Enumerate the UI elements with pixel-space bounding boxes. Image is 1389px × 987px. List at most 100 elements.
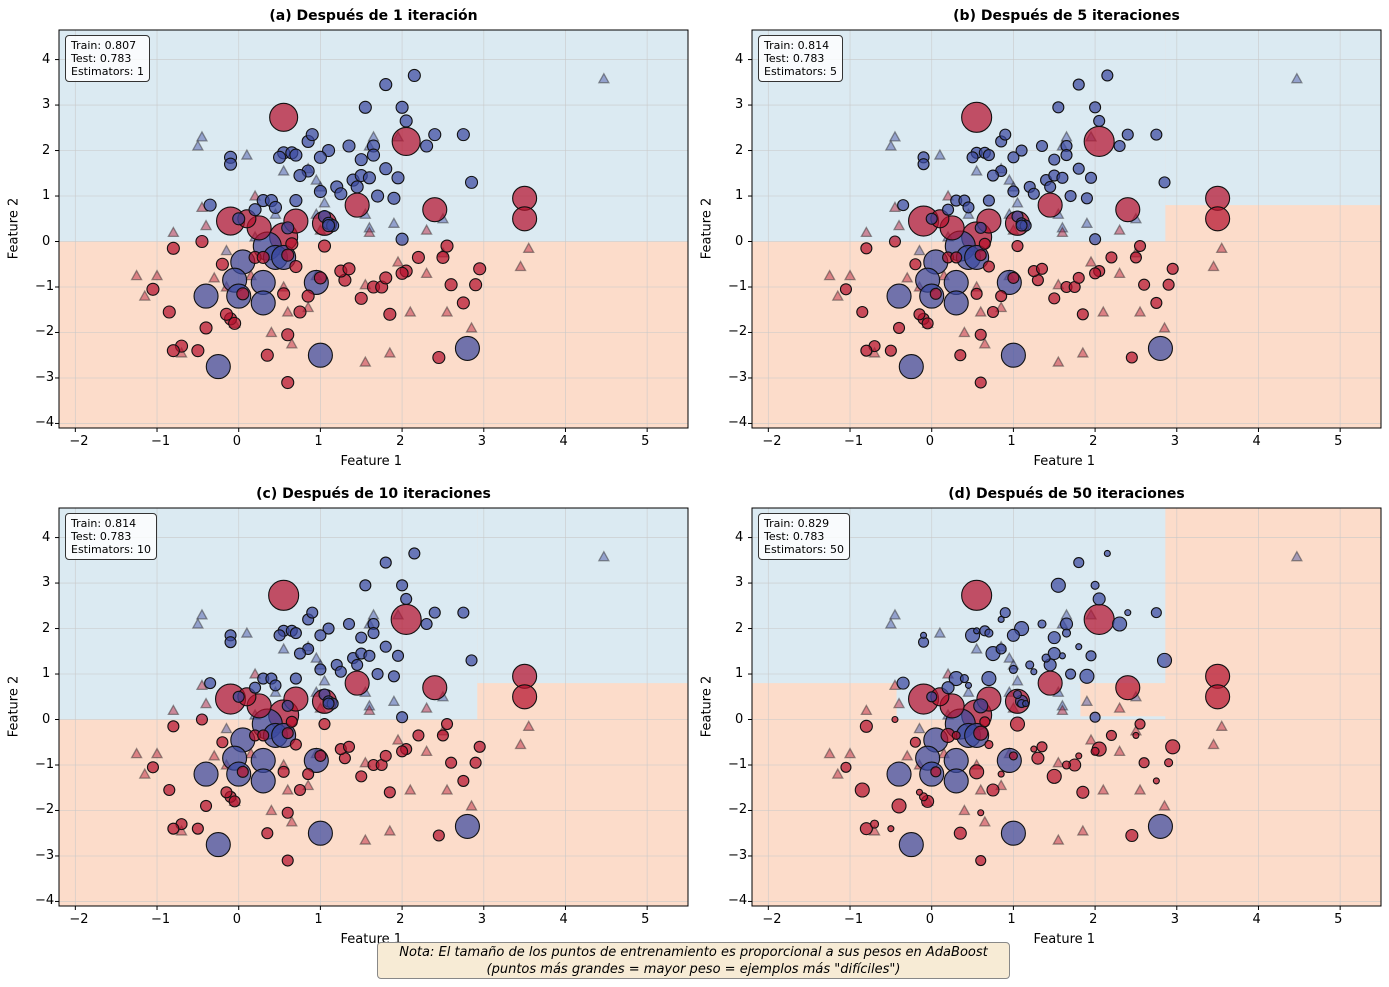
- x-axis-label: Feature 1: [340, 454, 403, 469]
- train-point: [314, 663, 327, 676]
- train-point: [1008, 664, 1018, 675]
- test-point: [302, 779, 315, 791]
- train-point: [1035, 139, 1049, 153]
- train-point: [277, 765, 290, 778]
- test-point: [1011, 196, 1024, 208]
- x-tick-label: −1: [844, 434, 864, 449]
- train-point: [1056, 171, 1069, 184]
- metrics-box: Train: 0.814 Test: 0.783 Estimators: 5: [758, 35, 844, 82]
- train-point: [396, 745, 409, 758]
- test-point: [208, 749, 221, 761]
- train-point: [951, 730, 961, 740]
- train-point: [362, 171, 376, 185]
- train-point: [984, 628, 994, 638]
- train-point: [1138, 278, 1151, 291]
- y-tick-label: 4: [42, 529, 51, 545]
- train-point: [1205, 684, 1231, 710]
- test-point: [359, 833, 372, 845]
- train-point: [250, 290, 276, 316]
- train-point: [1165, 739, 1181, 755]
- x-tick-label: −1: [844, 912, 864, 927]
- train-point: [422, 675, 448, 701]
- train-point: [1015, 144, 1028, 157]
- train-point: [358, 100, 372, 114]
- test-point: [1158, 321, 1171, 333]
- train-point: [281, 375, 295, 390]
- train-point: [892, 321, 906, 334]
- train-point: [909, 258, 922, 271]
- train-point: [982, 149, 995, 162]
- y-tick-label: 4: [735, 529, 744, 545]
- train-point: [281, 699, 294, 712]
- subplot-c: (c) Después de 10 iteraciones −2 −1 0 1 2 3 4 5 −…: [6, 486, 689, 947]
- region-class-0: [59, 30, 688, 242]
- train-point: [305, 128, 319, 142]
- test-point: [1011, 674, 1024, 686]
- train-point: [1166, 262, 1179, 275]
- test-point: [391, 255, 405, 267]
- x-tick-label: 0: [925, 912, 934, 927]
- train-point: [204, 677, 217, 690]
- train-point: [256, 250, 270, 264]
- train-point: [232, 212, 246, 226]
- test-point: [285, 815, 298, 827]
- train-point: [205, 832, 231, 858]
- train-point: [444, 278, 458, 292]
- train-point: [408, 547, 421, 560]
- test-point: [150, 269, 164, 281]
- train-point: [974, 221, 987, 234]
- train-point: [195, 713, 209, 726]
- y-tick-label: 3: [42, 97, 51, 113]
- axes-frame: [58, 507, 689, 907]
- test-point: [884, 617, 897, 629]
- region-class-0: [1165, 30, 1381, 206]
- test-point: [888, 608, 902, 620]
- train-point: [223, 157, 238, 171]
- train-point: [285, 715, 298, 728]
- y-tick-label: −3: [35, 369, 55, 385]
- test-point: [843, 269, 857, 281]
- test-point: [465, 799, 478, 811]
- train-point: [1115, 675, 1141, 701]
- train-point: [317, 239, 332, 253]
- x-tick-label: −2: [69, 912, 89, 927]
- train-point: [962, 201, 975, 214]
- train-point: [1052, 101, 1065, 114]
- train-point: [1083, 125, 1115, 157]
- subplot-title: (a) Después de 1 iteración: [269, 8, 478, 24]
- test-point: [978, 337, 991, 349]
- test-point: [281, 305, 294, 317]
- train-point: [1105, 729, 1117, 741]
- test-point: [597, 550, 610, 562]
- train-point: [966, 151, 979, 164]
- y-tick-label: 1: [735, 666, 744, 682]
- train-point: [919, 631, 928, 639]
- train-point: [322, 219, 336, 233]
- train-point: [445, 756, 458, 769]
- y-tick-label: −3: [35, 847, 55, 863]
- y-tick-label: 0: [42, 233, 51, 249]
- train-point: [342, 139, 356, 153]
- test-point: [220, 722, 233, 734]
- train-point: [869, 819, 880, 829]
- train-point: [268, 579, 300, 611]
- train-point: [354, 153, 368, 167]
- train-point: [456, 296, 470, 310]
- plot-area: [748, 507, 1382, 910]
- test-point: [974, 305, 987, 317]
- train-point: [289, 259, 303, 274]
- train-point: [1133, 240, 1147, 253]
- test-score: Test: 0.783: [71, 530, 132, 543]
- test-point: [420, 267, 433, 278]
- train-point: [1089, 711, 1101, 723]
- test-point: [1113, 267, 1126, 278]
- x-tick-label: −2: [69, 434, 89, 449]
- test-point: [522, 241, 535, 253]
- train-point: [454, 813, 480, 839]
- train-point: [387, 191, 401, 205]
- test-point: [913, 244, 926, 256]
- region-class-0: [477, 508, 688, 684]
- train-point: [859, 822, 873, 836]
- train-point: [1065, 668, 1077, 680]
- train-point: [250, 768, 276, 794]
